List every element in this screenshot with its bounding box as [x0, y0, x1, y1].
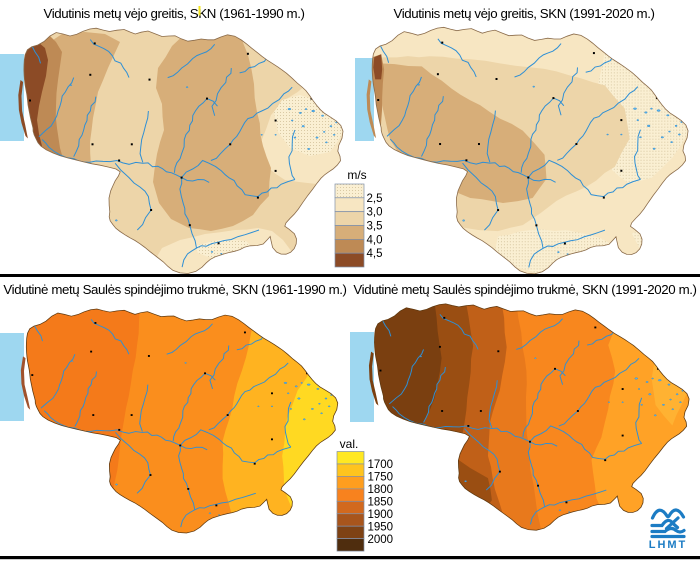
svg-text:1850: 1850: [368, 497, 394, 509]
svg-text:1950: 1950: [368, 522, 394, 534]
svg-text:3,0: 3,0: [367, 207, 383, 219]
svg-text:Vidutinė metų Saulės spindėjim: Vidutinė metų Saulės spindėjimo trukmė, …: [3, 282, 346, 297]
svg-text:Vidutinė metų Saulės spindėjim: Vidutinė metų Saulės spindėjimo trukmė, …: [353, 282, 696, 297]
svg-text:3,5: 3,5: [367, 221, 383, 233]
svg-text:Vidutinis metų vėjo greitis, S: Vidutinis metų vėjo greitis, SKN (1991-2…: [393, 6, 654, 21]
svg-text:m/s: m/s: [347, 168, 366, 182]
svg-text:4,5: 4,5: [367, 248, 383, 260]
svg-text:LHMT: LHMT: [649, 539, 688, 551]
svg-text:1800: 1800: [368, 484, 394, 496]
svg-text:1900: 1900: [368, 509, 394, 521]
svg-text:val.: val.: [340, 437, 359, 451]
svg-text:4,0: 4,0: [367, 234, 383, 246]
svg-text:2,5: 2,5: [367, 193, 383, 205]
svg-text:2000: 2000: [368, 534, 394, 546]
svg-text:1700: 1700: [368, 459, 394, 471]
svg-text:Vidutinis metų vėjo greitis, S: Vidutinis metų vėjo greitis, SKN (1961-1…: [43, 6, 304, 21]
svg-text:1750: 1750: [368, 472, 394, 484]
